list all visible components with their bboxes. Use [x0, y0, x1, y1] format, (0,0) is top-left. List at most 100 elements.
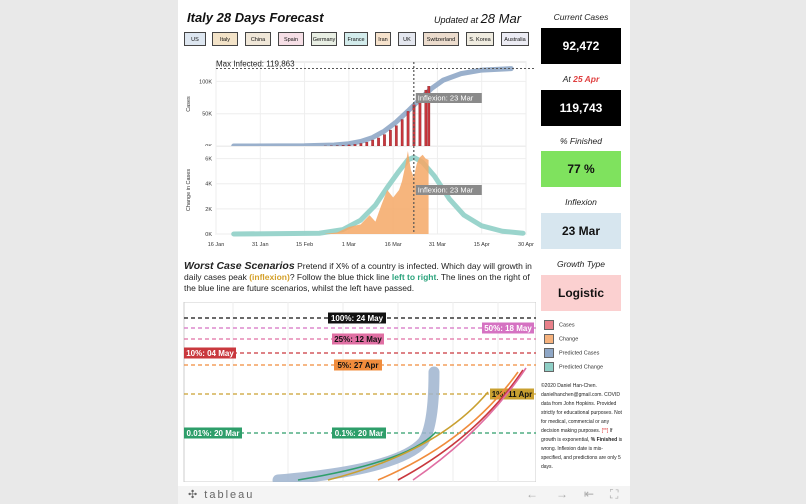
fullscreen-icon[interactable]: ⛶	[610, 487, 619, 501]
x-tick-label: 16 Mar	[385, 242, 402, 248]
scenario-label: 0.1%: 20 Mar	[335, 429, 383, 438]
legend-item-predicted-cases: Predicted Cases	[544, 348, 599, 358]
current-cases-label: Current Cases	[553, 12, 609, 22]
case-bar	[427, 86, 431, 146]
case-bar	[400, 119, 404, 146]
country-button-us[interactable]: US	[184, 32, 206, 46]
y-tick-label: 4K	[205, 182, 212, 188]
updated-date: 28 Mar	[480, 11, 522, 26]
country-button-iran[interactable]: Iran	[375, 32, 391, 46]
case-bar	[359, 143, 363, 146]
legend-item-predicted-change: Predicted Change	[544, 362, 603, 372]
inflexion-label-bg	[415, 93, 482, 103]
left-to-right: left to right	[391, 272, 437, 282]
credits-line1: ©2020 Daniel Han-Chen. danielhanchen@gma…	[541, 383, 622, 434]
y-tick-label: 100K	[199, 79, 212, 85]
legend-label: Cases	[559, 322, 575, 329]
y-axis-label: Cases	[186, 96, 192, 112]
scenario-label: 10%: 04 May	[186, 349, 234, 358]
plot-area	[215, 61, 527, 146]
scenario-label-bg	[332, 427, 386, 439]
legend-swatch	[544, 334, 554, 344]
worst-case-text-3: . The lines on the right of the blue lin…	[184, 272, 530, 293]
credits: ©2020 Daniel Han-Chen. danielhanchen@gma…	[541, 382, 623, 472]
updated-prefix: Updated at	[434, 15, 479, 25]
worst-case-text-2: ? Follow the blue thick line	[289, 272, 390, 282]
daily-change-chart: 0K 2K 4K 6K Change in Cases Inflexion: 23 Mar…	[186, 146, 534, 248]
predicted-cases-card: 119,743	[541, 90, 621, 126]
legend-swatch	[544, 320, 554, 330]
case-bar	[424, 89, 428, 146]
legend-item-change: Change	[544, 334, 578, 344]
x-tick-label: 31 Jan	[252, 242, 269, 248]
credits-line2: If growth is exponential,	[541, 428, 613, 443]
legend-label: Predicted Change	[559, 364, 604, 371]
worst-case-chart: 100%: 24 May 50%: 18 May 25%: 12 May 10%: 0…	[183, 302, 536, 482]
x-tick-label: 31 Mar	[429, 242, 446, 248]
finished-label: % Finished	[559, 136, 603, 146]
country-button-france[interactable]: France	[344, 32, 368, 46]
growth-type-card: Logistic	[541, 275, 621, 311]
scenario-label-bg	[332, 333, 384, 345]
current-cases-card: 92,472	[541, 28, 621, 64]
case-bar	[377, 137, 380, 146]
y-tick-label: 0K	[205, 232, 212, 238]
scenario-label-bg	[328, 312, 386, 324]
credits-line3: is wrong. Inflexion date is mis-specifie…	[541, 437, 623, 470]
country-button-australia[interactable]: Australia	[501, 32, 529, 46]
page-title: Italy 28 Days Forecast	[187, 10, 324, 25]
legend-item-cases: Cases	[544, 320, 575, 330]
back-icon[interactable]: ←	[526, 487, 538, 501]
scenario-label-bg	[184, 427, 242, 439]
tableau-logo: ✣ tableau	[188, 489, 255, 501]
scenario-label: 0.01%: 20 Mar	[187, 429, 240, 438]
tableau-brand: tableau	[204, 489, 255, 501]
predicted-series-line	[231, 66, 514, 146]
max-infected-label: Max Infected: 119,863	[216, 60, 295, 69]
country-button-spain[interactable]: Spain	[278, 32, 304, 46]
growth-type-label: Growth Type	[556, 259, 606, 269]
inflexion-label: Inflexion: 23 Mar	[418, 94, 474, 103]
x-tick-label: 16 Jan	[208, 242, 225, 248]
country-button-germany[interactable]: Germany	[311, 32, 337, 46]
inflexion-label: Inflexion: 23 Mar	[418, 186, 474, 195]
forward-icon[interactable]: →	[556, 487, 568, 501]
country-button-china[interactable]: China	[245, 32, 271, 46]
case-bar	[383, 134, 386, 146]
x-tick-label: 30 Apr	[518, 242, 534, 248]
legend-label: Predicted Cases	[559, 350, 600, 357]
reset-icon[interactable]: ⇤	[584, 487, 595, 501]
tableau-toolbar: ✣ tableau ← → ⇤ ⛶	[178, 486, 630, 504]
y-tick-label: 0K	[205, 144, 212, 146]
scenario-label: 100%: 24 May	[331, 314, 384, 323]
at-date-label: At 25 Apr	[541, 74, 621, 84]
scenario-curve	[397, 369, 524, 481]
scenario-label-bg	[334, 359, 382, 371]
inflexion-card: 23 Mar	[541, 213, 621, 249]
country-button-italy[interactable]: Italy	[212, 32, 238, 46]
at-label: At	[562, 74, 571, 84]
legend-label: Change	[559, 336, 579, 343]
finished-card: 77 %	[541, 151, 621, 187]
worst-case-plot-area	[183, 302, 536, 482]
y-tick-label: 50K	[202, 112, 212, 118]
updated-at: Updated at 28 Mar	[434, 11, 521, 26]
x-tick-label: 15 Feb	[296, 242, 313, 248]
legend-swatch	[544, 348, 554, 358]
scenario-label-bg	[184, 347, 236, 359]
y-tick-label: 2K	[205, 207, 212, 213]
inflexion-label-bg	[415, 185, 482, 195]
worst-case-intro: Worst Case Scenarios Pretend if X% of a …	[184, 261, 536, 294]
scenario-curve	[327, 391, 489, 481]
legend-swatch	[544, 362, 554, 372]
country-button-uk[interactable]: UK	[398, 32, 416, 46]
case-bar	[418, 97, 422, 146]
case-bar	[389, 129, 392, 146]
country-button-s-korea[interactable]: S. Korea	[466, 32, 494, 46]
credits-bold: % Finished	[590, 437, 618, 443]
case-bar	[394, 125, 398, 146]
y-axis-label: Change in Cases	[186, 169, 192, 211]
scenario-curve	[297, 431, 437, 481]
country-button-switzerland[interactable]: Switzerland	[423, 32, 459, 46]
inflexion-word: (inflexion)	[249, 272, 290, 282]
